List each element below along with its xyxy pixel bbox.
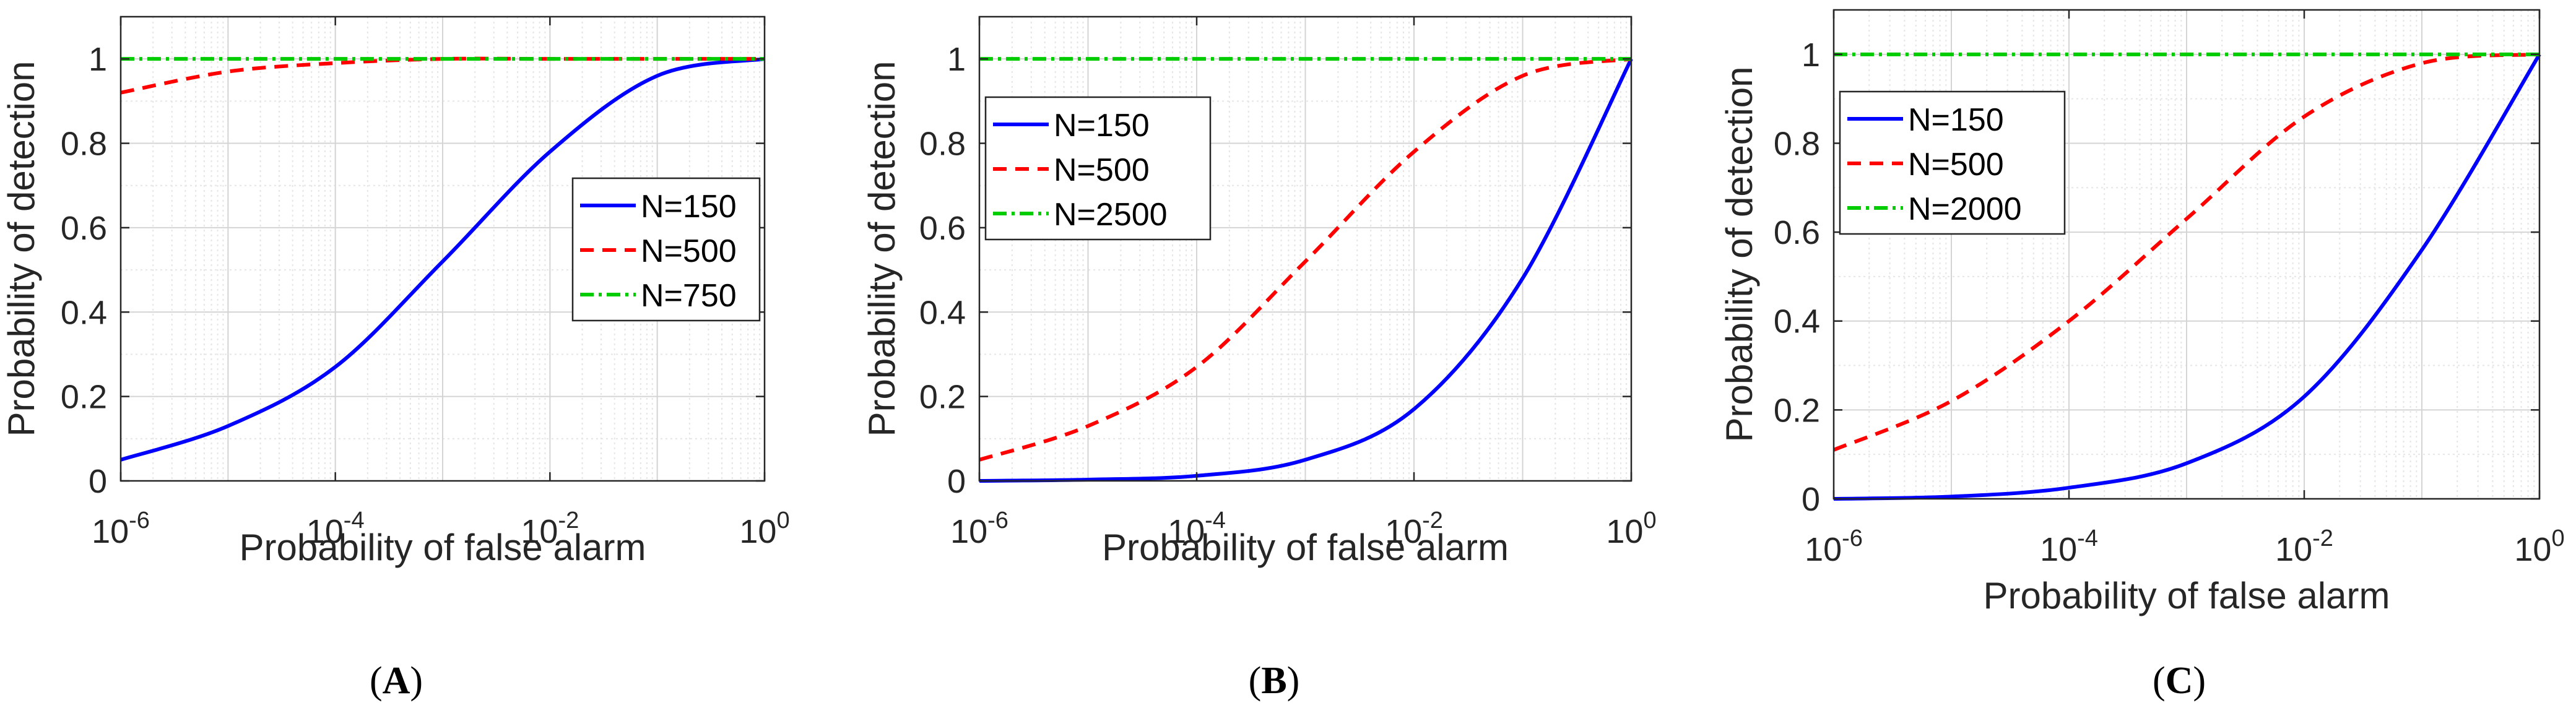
legend-label: N=750 (641, 278, 737, 314)
panel-caption: (B) (1249, 660, 1300, 702)
x-tick-label: 10-2 (521, 507, 579, 550)
series-line-n150 (979, 58, 1633, 483)
y-tick-label: 0.6 (61, 210, 107, 247)
y-tick-label: 0.2 (919, 379, 966, 416)
legend-label: N=500 (641, 233, 737, 269)
x-tick-label: 10-2 (1385, 507, 1443, 550)
legend-label: N=150 (1054, 108, 1150, 144)
chart-panel-a: 10-6 10-4 10-2 100 0 0.2 0.4 0.6 0.8 1 Probability… (1, 15, 790, 702)
y-axis-label: Probability of detection (1719, 66, 1760, 442)
legend-label: N=2500 (1054, 197, 1168, 233)
y-tick-label: 0.6 (919, 210, 966, 247)
y-tick-label: 0 (89, 463, 107, 500)
x-axis-label: Probability of false alarm (1102, 527, 1509, 568)
y-axis-label: Probability of detection (861, 61, 903, 436)
axes-box (978, 15, 1633, 482)
y-tick-label: 0.8 (919, 126, 966, 163)
series-line-n150 (1833, 53, 2541, 501)
x-tick-label: 10-2 (2275, 525, 2333, 568)
x-tick-label: 100 (739, 507, 789, 550)
x-axis-label: Probability of false alarm (1984, 575, 2390, 616)
legend-label: N=150 (641, 189, 737, 225)
axes-box (119, 15, 766, 482)
minor-grid (979, 17, 1631, 481)
y-tick-label: 0.4 (1774, 303, 1820, 340)
y-tick-label: 1 (947, 41, 966, 78)
legend: N=150 N=500 N=2000 (1839, 90, 2066, 235)
legend: N=150 N=500 N=2500 (984, 96, 1212, 241)
x-tick-label: 10-6 (1805, 525, 1863, 568)
y-tick-label: 0.6 (1774, 214, 1820, 251)
y-axis-label: Probability of detection (1, 61, 42, 436)
y-tick-label: 0 (947, 463, 966, 500)
x-tick-label: 10-6 (950, 507, 1008, 550)
chart-panel-b: 10-6 10-4 10-2 100 0 0.2 0.4 0.6 0.8 1 Probability… (861, 15, 1657, 702)
x-tick-label: 100 (1606, 507, 1656, 550)
x-tick-label: 10-6 (92, 507, 150, 550)
y-tick-label: 0.2 (1774, 392, 1820, 429)
legend-label: N=500 (1908, 147, 2004, 183)
y-tick-label: 0.4 (61, 294, 107, 331)
y-tick-label: 1 (89, 41, 107, 78)
panel-caption: (C) (2153, 660, 2206, 702)
panel-caption: (A) (370, 660, 423, 702)
x-tick-label: 10-4 (1168, 507, 1226, 550)
series-line-n500 (979, 57, 1632, 462)
x-tick-label: 100 (2514, 525, 2564, 568)
series-line-n150 (120, 57, 765, 462)
y-tick-label: 0.8 (1774, 125, 1820, 162)
y-tick-label: 0.2 (61, 379, 107, 416)
legend-label: N=150 (1908, 102, 2004, 138)
y-tick-label: 0.8 (61, 126, 107, 163)
x-tick-label: 10-4 (306, 507, 365, 550)
series-line-n500 (1832, 52, 2540, 452)
y-tick-label: 0 (1802, 481, 1820, 518)
chart-panel-c: 10-6 10-4 10-2 100 0 0.2 0.4 0.6 0.8 1 Probability… (1719, 9, 2565, 702)
x-axis-label: Probability of false alarm (240, 527, 646, 568)
y-tick-label: 0.4 (919, 294, 966, 331)
legend-label: N=2000 (1908, 191, 2022, 227)
legend: N=150 N=500 N=750 (571, 177, 761, 322)
x-tick-label: 10-4 (2040, 525, 2098, 568)
y-tick-label: 1 (1802, 37, 1820, 74)
legend-label: N=500 (1054, 152, 1150, 188)
axes-box (1832, 9, 2541, 500)
